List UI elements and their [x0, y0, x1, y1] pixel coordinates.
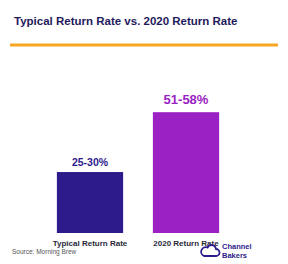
brand-logo: ChannelBakers — [201, 242, 251, 260]
bars — [57, 112, 219, 233]
brand-text: Channel — [222, 242, 252, 251]
data-label: 51-58% — [164, 92, 209, 107]
title: Typical Return Rate vs. 2020 Return Rate — [14, 15, 237, 27]
labels: 25-30% Typical Return Rate 51-58% 2020 Retu… — [53, 92, 220, 248]
category-label: Typical Return Rate — [53, 239, 128, 248]
bar — [57, 172, 123, 233]
title-divider — [10, 44, 278, 47]
bar — [153, 112, 219, 233]
source: Source: Morning Brew — [12, 248, 77, 256]
chart-root: Typical Return Rate vs. 2020 Return Rate… — [0, 0, 288, 264]
data-label: 25-30% — [72, 156, 109, 168]
chart-svg: Typical Return Rate vs. 2020 Return Rate… — [0, 0, 288, 264]
category-label: 2020 Return Rate — [153, 239, 219, 248]
brand-text: Bakers — [222, 251, 247, 260]
logo-icon — [201, 245, 219, 256]
